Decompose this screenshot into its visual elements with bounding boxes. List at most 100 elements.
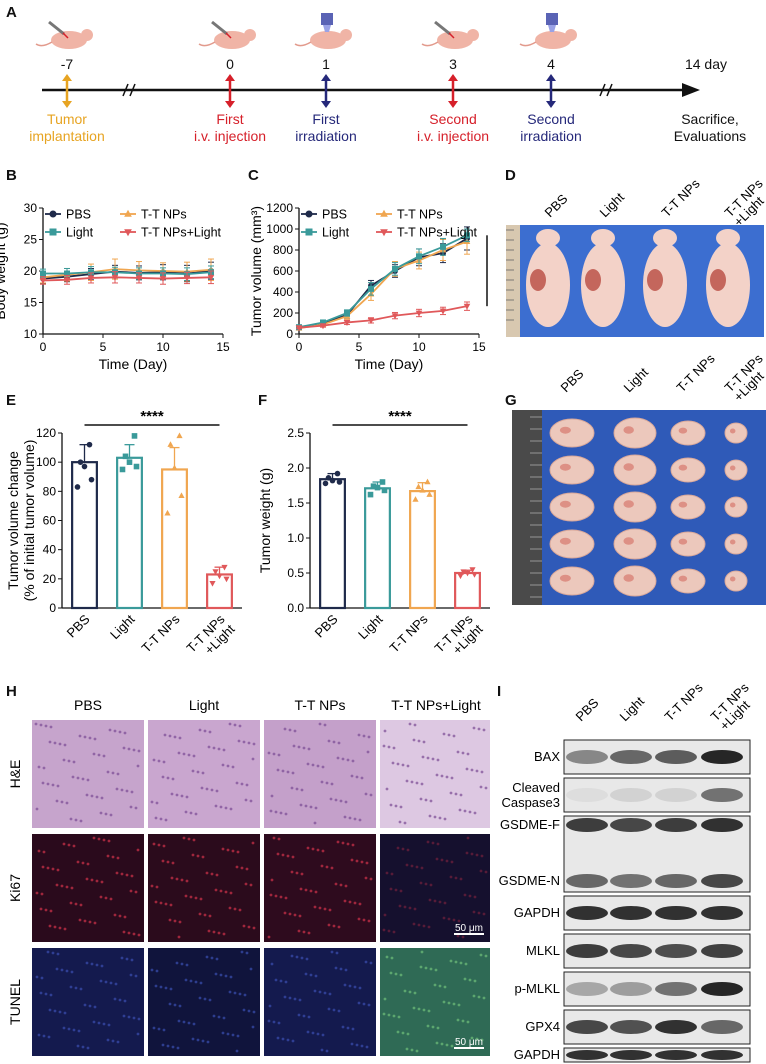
series-line <box>298 305 468 329</box>
legend-label: T-T NPs <box>141 208 187 222</box>
cell-dot <box>41 781 45 785</box>
cell-dot <box>164 986 168 990</box>
cell-dot <box>63 1011 67 1015</box>
cell-dot <box>123 999 127 1003</box>
cell-dot <box>480 1038 484 1042</box>
cell-dot <box>442 1000 446 1004</box>
cell-dot <box>69 985 73 989</box>
mouse-head-icon <box>81 29 93 41</box>
cell-dot <box>65 801 69 805</box>
timeline-marker-arrow <box>448 74 458 81</box>
protein-band <box>610 1020 652 1034</box>
cell-dot <box>201 1039 205 1043</box>
protein-band <box>610 818 652 832</box>
cell-dot <box>343 899 347 903</box>
cell-dot <box>205 955 209 959</box>
needle-icon <box>62 32 69 39</box>
cell-dot <box>185 879 189 883</box>
cell-dot <box>180 962 184 966</box>
cell-dot <box>166 860 170 864</box>
mouse-tail-icon <box>519 41 537 47</box>
cell-dot <box>208 730 212 734</box>
bar <box>71 461 98 610</box>
y-tick-label: 20 <box>24 264 38 278</box>
excised-tumor <box>613 454 657 486</box>
mouse-body-icon <box>437 31 473 49</box>
cell-dot <box>297 1013 301 1017</box>
column-label-group: T-T NPs <box>662 680 706 724</box>
cell-dot <box>417 1007 421 1011</box>
cell-dot <box>422 924 426 928</box>
cell-dot <box>249 967 253 971</box>
column-label: PBS <box>573 695 602 724</box>
histology-image <box>148 720 260 828</box>
cell-dot <box>245 951 249 955</box>
cell-dot <box>182 836 186 840</box>
timeline-event-label: First <box>312 111 339 127</box>
mouse-body-icon <box>51 31 87 49</box>
x-tick-label: PBS <box>312 611 341 640</box>
cell-dot <box>438 984 442 988</box>
band-label: GSDME-F <box>500 817 560 832</box>
cell-dot <box>178 736 182 740</box>
cell-dot <box>83 735 87 739</box>
cell-dot <box>473 811 477 815</box>
excised-tumor <box>613 417 657 449</box>
cell-dot <box>240 950 244 954</box>
cell-dot <box>350 1042 354 1046</box>
column-header: T-T NPs <box>294 697 345 713</box>
cell-dot <box>252 926 256 930</box>
cell-dot <box>208 914 212 918</box>
timeline-marker-arrow <box>321 101 331 108</box>
cell-dot <box>249 883 253 887</box>
column-header: Light <box>189 697 219 713</box>
cell-dot <box>443 901 447 905</box>
cell-dot <box>136 848 140 852</box>
legend-marker <box>124 209 132 217</box>
y-tick-label: 120 <box>36 426 56 440</box>
column-label-group: T-T NPs+Light <box>722 176 766 230</box>
cell-dot <box>311 1031 315 1035</box>
cell-dot <box>420 950 424 954</box>
cell-dot <box>357 733 361 737</box>
cell-dot <box>284 896 288 900</box>
timeline-event-label: First <box>216 111 243 127</box>
cell-dot <box>123 915 127 919</box>
cell-dot <box>86 862 90 866</box>
cell-dot <box>215 957 219 961</box>
timeline-event-label: Sacrifice, <box>681 111 739 127</box>
cell-dot <box>447 917 451 921</box>
cell-dot <box>392 930 396 934</box>
cell-dot <box>97 753 101 757</box>
cell-dot <box>233 723 237 727</box>
x-tick-label: 0 <box>296 340 303 354</box>
cell-dot <box>323 723 327 727</box>
cell-dot <box>470 1036 474 1040</box>
cell-dot <box>162 1028 166 1032</box>
column-label-group: PBS <box>558 366 587 395</box>
cell-dot <box>442 732 446 736</box>
cell-dot <box>60 968 64 972</box>
cell-dot <box>76 1044 80 1048</box>
cell-dot <box>56 952 60 956</box>
cell-dot <box>155 801 159 805</box>
timeline-day-label: 14 day <box>685 56 727 72</box>
cell-dot <box>185 963 189 967</box>
cell-dot <box>196 770 200 774</box>
cell-dot <box>244 798 248 802</box>
needle-icon <box>448 32 455 39</box>
data-point <box>295 325 303 332</box>
protein-band <box>566 1050 608 1060</box>
cell-dot <box>95 963 99 967</box>
cell-dot <box>175 793 179 797</box>
data-point <box>471 572 478 578</box>
cell-dot <box>454 876 458 880</box>
cell-dot <box>389 971 393 975</box>
cell-dot <box>413 723 417 727</box>
cell-dot <box>399 889 403 893</box>
mouse-tail-icon <box>294 41 312 47</box>
panel-label-f: F <box>258 392 268 409</box>
x-tick-label-group: PBS <box>64 611 93 640</box>
cell-dot <box>125 957 129 961</box>
legend-marker <box>380 209 388 217</box>
